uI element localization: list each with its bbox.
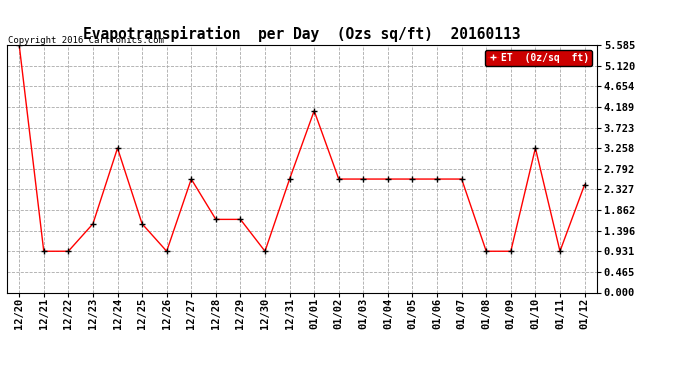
Text: Copyright 2016 Cartronics.com: Copyright 2016 Cartronics.com bbox=[8, 36, 164, 45]
Title: Evapotranspiration  per Day  (Ozs sq/ft)  20160113: Evapotranspiration per Day (Ozs sq/ft) 2… bbox=[83, 27, 521, 42]
Legend: ET  (0z/sq  ft): ET (0z/sq ft) bbox=[485, 50, 592, 66]
